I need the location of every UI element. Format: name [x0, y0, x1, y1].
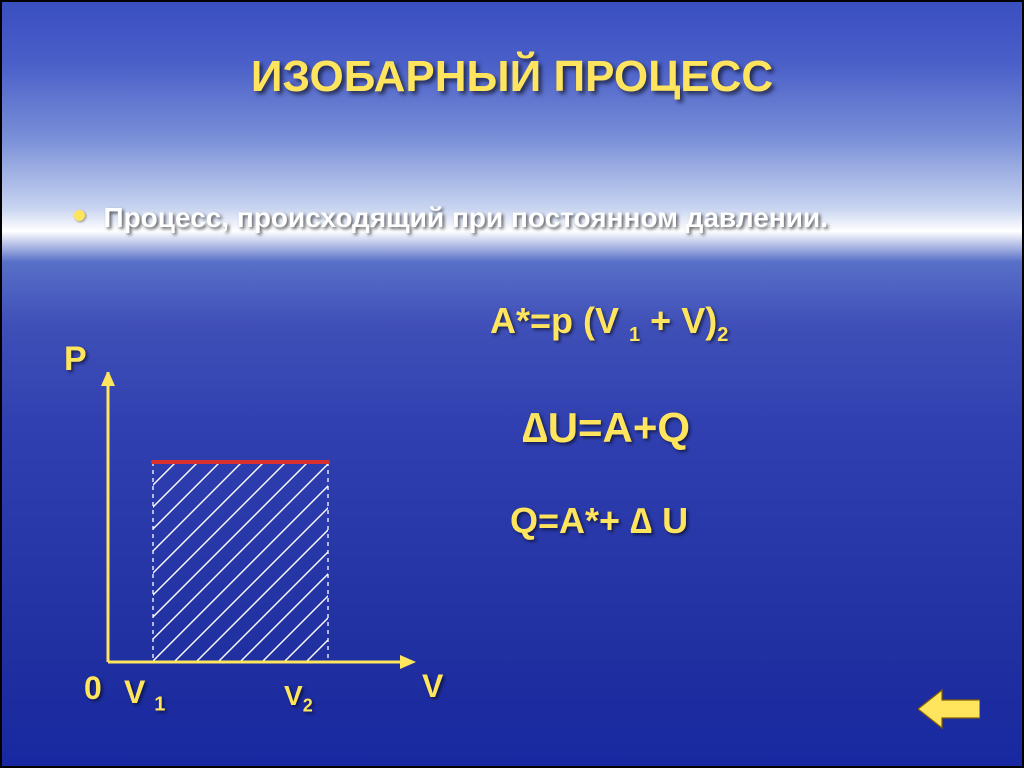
- bullet-item: Процесс, происходящий при постоянном дав…: [74, 200, 828, 235]
- axis-v-label: V: [422, 668, 443, 705]
- formula-work-v2v: V: [681, 300, 705, 341]
- formula-q: Q=A*+ ∆ U: [510, 500, 688, 542]
- v1-text: V: [124, 674, 154, 710]
- axis-p-label: P: [64, 340, 87, 379]
- origin-label: 0: [84, 670, 102, 707]
- formula-work-v1v: V: [595, 300, 619, 341]
- v2-sub: 2: [303, 696, 313, 716]
- formula-work-plus: +: [640, 300, 681, 341]
- axis-v1-label: V 1: [124, 674, 165, 716]
- formula-work: A*=p (V 1 + V)2: [490, 300, 728, 347]
- bullet-text: Процесс, происходящий при постоянном дав…: [103, 200, 828, 235]
- formula-work-a: A*=p (: [490, 300, 595, 341]
- v2-text: V: [284, 680, 303, 711]
- slide-title: ИЗОБАРНЫЙ ПРОЦЕСС: [2, 52, 1022, 102]
- v1-sub: 1: [154, 693, 165, 715]
- nav-back-button[interactable]: [918, 688, 980, 730]
- axis-v2-label: V2: [284, 680, 313, 717]
- slide: ИЗОБАРНЫЙ ПРОЦЕСС Процесс, происходящий …: [0, 0, 1024, 768]
- arrow-left-icon: [918, 690, 980, 728]
- pv-chart: [98, 372, 418, 672]
- formula-work-sub1: 1: [629, 324, 640, 346]
- bullet-icon: [74, 210, 85, 221]
- formula-delta-u: ∆U=A+Q: [522, 404, 690, 452]
- formula-work-sub2: 2: [717, 324, 728, 346]
- formula-work-close: ): [705, 300, 717, 341]
